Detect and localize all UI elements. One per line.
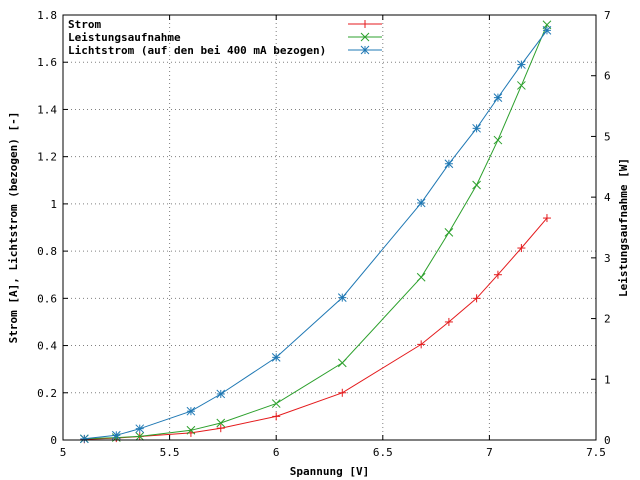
data-point	[135, 424, 145, 434]
y-tick-label: 1.2	[37, 151, 57, 164]
data-point	[472, 123, 481, 133]
data-point	[416, 198, 426, 208]
data-point	[542, 214, 551, 223]
data-point	[216, 424, 225, 433]
legend-marker	[361, 20, 369, 28]
x-tick-label: 6	[273, 446, 280, 459]
y-tick-label: 1	[50, 198, 57, 211]
legend-label: Leistungsaufnahme	[68, 31, 181, 44]
y-tick-label: 0.6	[37, 292, 57, 305]
x-axis-title: Spannung [V]	[290, 465, 369, 478]
data-point	[517, 81, 526, 90]
data-point	[216, 389, 226, 399]
y2-tick-label: 4	[604, 191, 611, 204]
y2-tick-label: 0	[604, 434, 611, 447]
series-2	[79, 25, 552, 444]
data-point	[186, 406, 196, 416]
y-tick-label: 0.4	[37, 340, 57, 353]
data-point	[79, 434, 89, 444]
x-tick-label: 5	[60, 446, 67, 459]
data-point	[216, 418, 226, 428]
data-point	[135, 432, 145, 441]
data-point	[338, 388, 347, 397]
legend-entry: Leistungsaufnahme	[68, 31, 382, 44]
legend-label: Strom	[68, 18, 101, 31]
data-point	[272, 412, 281, 421]
data-point	[472, 180, 481, 190]
legend-marker	[360, 45, 370, 55]
data-point	[337, 293, 347, 302]
plot-frame	[62, 14, 597, 441]
y-tick-label: 0.2	[37, 387, 57, 400]
y-tick-label: 1.6	[37, 56, 57, 69]
data-point	[517, 244, 526, 253]
data-point	[542, 25, 552, 35]
x-tick-label: 7.5	[586, 446, 606, 459]
y-axis-title: Strom [A], Lichtstrom (bezogen) [-]	[7, 112, 20, 344]
legend-entry: Strom	[68, 18, 382, 31]
data-point	[493, 93, 503, 102]
y2-axis-title: Leistungsaufnahme [W]	[617, 158, 630, 297]
data-point	[444, 317, 453, 326]
tick-labels: 5 5.5 6 6.5 7 7.500.20.40.60.811.21.41.61.801…	[37, 9, 611, 459]
data-point	[472, 294, 481, 303]
data-point	[417, 340, 426, 349]
data-point	[493, 135, 503, 145]
y2-tick-label: 7	[604, 9, 611, 22]
data-point	[186, 425, 196, 435]
x-tick-label: 5.5	[160, 446, 180, 459]
grid	[63, 15, 596, 440]
data-point	[517, 60, 526, 69]
data-point	[444, 159, 454, 169]
y2-tick-label: 5	[604, 130, 611, 143]
data-point	[271, 353, 281, 362]
y2-tick-label: 3	[604, 252, 611, 265]
y2-tick-label: 1	[604, 373, 611, 386]
y-tick-label: 0.8	[37, 245, 57, 258]
data-point	[493, 270, 502, 279]
series-layer	[79, 20, 552, 444]
x-tick-label: 7	[486, 446, 493, 459]
y-tick-label: 1.4	[37, 103, 57, 116]
data-point	[444, 228, 454, 237]
data-point	[416, 272, 426, 282]
y2-tick-label: 2	[604, 313, 611, 326]
y2-tick-label: 6	[604, 70, 611, 83]
x-tick-label: 6.5	[373, 446, 393, 459]
y-tick-label: 1.8	[37, 9, 57, 22]
y-tick-label: 0	[50, 434, 57, 447]
data-point	[111, 430, 121, 440]
data-point	[337, 358, 347, 368]
legend-marker	[360, 32, 370, 42]
data-point	[271, 399, 281, 408]
legend-label: Lichtstrom (auf den bei 400 mA bezogen)	[68, 44, 326, 57]
legend-entry: Lichtstrom (auf den bei 400 mA bezogen)	[68, 44, 382, 57]
